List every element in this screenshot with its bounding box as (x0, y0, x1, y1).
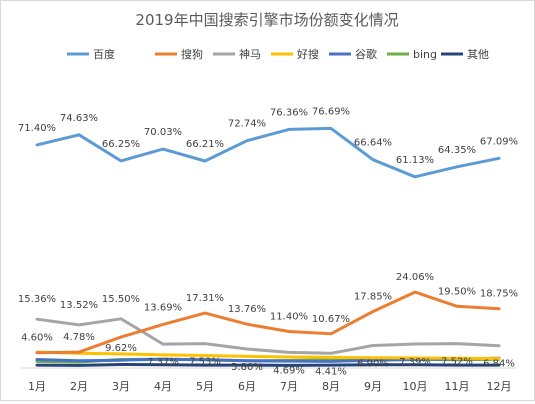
data-label-sougou: 11.40% (270, 312, 308, 323)
legend-label-4: 谷歌 (355, 47, 377, 61)
data-label-sougou: 24.06% (396, 272, 434, 283)
data-label-sougou: 17.85% (354, 291, 392, 302)
data-label-sougou: 19.50% (438, 286, 476, 297)
data-label-shenma: 7.39% (399, 357, 431, 368)
data-label-sougou: 18.75% (480, 289, 518, 300)
legend-label-2: 神马 (239, 47, 261, 61)
x-tick-label: 5月 (196, 380, 214, 393)
x-tick-label: 3月 (112, 380, 130, 393)
x-tick-label: 2月 (70, 380, 88, 393)
legend-label-5: bing (413, 48, 437, 61)
x-tick-label: 9月 (364, 380, 382, 393)
data-label-baidu: 72.74% (228, 119, 266, 130)
data-label-baidu: 64.35% (438, 145, 476, 156)
data-label-sougou: 10.67% (312, 314, 350, 325)
legend: 百度 搜狗 神马 好搜 谷歌 bing 其他 (67, 47, 489, 61)
data-label-shenma: 13.52% (60, 300, 98, 311)
data-label-sougou: 17.31% (186, 293, 224, 304)
x-tick-label: 1月 (28, 380, 46, 393)
data-label-shenma: 7.53% (189, 357, 221, 368)
data-label-baidu: 70.03% (144, 127, 182, 138)
data-label-sougou: 13.69% (144, 302, 182, 313)
data-label-shenma: 7.37% (147, 357, 179, 368)
plot-area (35, 126, 501, 367)
data-label-shenma: 15.50% (102, 294, 140, 305)
data-label-shenma: 7.52% (441, 357, 473, 368)
data-label-shenma: 5.80% (231, 362, 263, 373)
data-label-baidu: 67.09% (480, 136, 518, 147)
data-label-baidu: 61.13% (396, 155, 434, 166)
data-label-baidu: 76.36% (270, 107, 308, 118)
x-tick-label: 12月 (487, 380, 512, 393)
data-labels: 71.40% 74.63% 66.25% 70.03% 66.21% 72.74% 76.3… (18, 106, 518, 377)
x-tick-label: 7月 (280, 380, 298, 393)
x-axis: 1月 2月 3月 4月 5月 6月 7月 8月 9月 10月 11月 12月 (21, 367, 516, 393)
data-label-baidu: 74.63% (60, 113, 98, 124)
x-tick-label: 11月 (445, 380, 470, 393)
x-tick-label: 10月 (403, 380, 428, 393)
legend-label-1: 搜狗 (181, 47, 203, 61)
x-tick-label: 6月 (238, 380, 256, 393)
series-line-2 (35, 317, 501, 355)
data-label-baidu: 66.25% (102, 139, 140, 150)
data-label-sougou: 4.60% (21, 333, 53, 344)
chart-title: 2019年中国搜索引擎市场份额变化情况 (135, 11, 398, 29)
data-label-baidu: 66.21% (186, 139, 224, 150)
data-label-baidu: 71.40% (18, 123, 56, 134)
legend-label-3: 好搜 (297, 47, 319, 61)
series-line-0 (35, 126, 501, 179)
data-label-shenma: 6.84% (483, 359, 515, 370)
legend-label-6: 其他 (467, 48, 489, 61)
x-tick-label: 4月 (154, 380, 172, 393)
series-line-1 (35, 290, 501, 355)
legend-label-0: 百度 (93, 47, 115, 61)
data-label-baidu: 66.64% (354, 138, 392, 149)
series-line-6 (35, 363, 501, 367)
data-label-shenma: 4.69% (273, 365, 305, 376)
data-label-shenma: 4.41% (315, 366, 347, 377)
data-label-sougou: 4.78% (63, 332, 95, 343)
data-label-shenma: 15.36% (18, 294, 56, 305)
x-tick-label: 8月 (322, 380, 340, 393)
data-label-sougou: 13.76% (228, 304, 266, 315)
data-label-shenma: 6.90% (357, 359, 389, 370)
data-label-baidu: 76.69% (312, 106, 350, 117)
series-line-3 (35, 350, 501, 361)
data-label-sougou: 9.62% (105, 343, 137, 354)
